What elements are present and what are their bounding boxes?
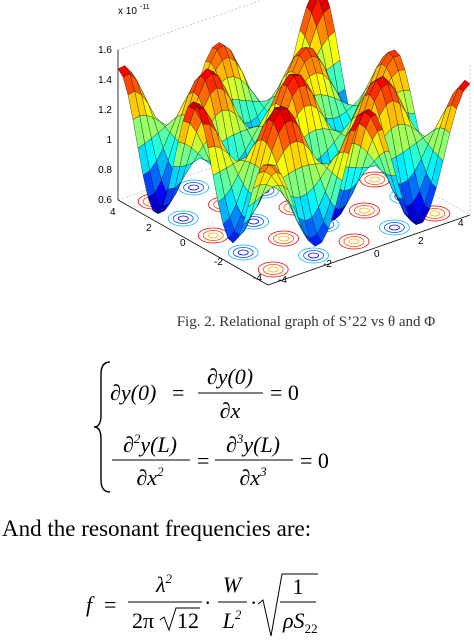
contour: [188, 184, 200, 191]
contour: [429, 210, 441, 217]
right-axis: [267, 214, 471, 286]
contour: [343, 236, 365, 247]
paragraph: And the resonant frequencies are:: [2, 516, 311, 541]
contour: [262, 264, 284, 275]
formula-term: 1: [293, 574, 304, 599]
z-tick-label: 1.2: [98, 105, 112, 116]
left-axis: [117, 199, 269, 286]
right-tick-label: -2: [323, 259, 332, 270]
contour: [232, 247, 254, 258]
z-tick-label: 1: [106, 135, 112, 146]
z-exponent: -11: [140, 4, 150, 11]
contour: [348, 202, 380, 219]
contour: [248, 218, 260, 225]
eq-operator: =: [197, 448, 209, 473]
contour: [303, 250, 325, 261]
eq-term: ∂x2: [136, 464, 164, 490]
contour: [378, 219, 410, 236]
contour: [383, 222, 405, 233]
contour: [268, 230, 300, 247]
contour: [338, 233, 370, 250]
formula-term: ρS22: [282, 608, 318, 636]
contour: [177, 215, 189, 222]
formula-term: 2π: [132, 608, 154, 633]
formula-term: W: [223, 572, 243, 597]
z-tick-label: 0.6: [98, 195, 112, 206]
eq-term: ∂3y(L): [226, 431, 280, 457]
brace: [93, 361, 111, 493]
right-tick-label: 2: [418, 236, 424, 247]
eq-operator: = 0: [270, 380, 299, 405]
contour: [353, 205, 375, 216]
formula-term: L2: [222, 607, 242, 633]
left-tick-label: 0: [180, 238, 186, 249]
z-tick-label: 1.4: [98, 75, 112, 86]
contour: [388, 224, 400, 231]
contour: [273, 233, 295, 244]
contour: [278, 235, 290, 242]
contour: [207, 232, 219, 239]
surface-plot: [117, 0, 471, 286]
eq-operator: =: [172, 380, 184, 405]
contour: [167, 210, 199, 227]
contour: [348, 238, 360, 245]
contour: [298, 247, 330, 264]
sqrt-sign: [257, 573, 318, 637]
left-tick-label: 2: [146, 223, 152, 234]
contour: [364, 174, 386, 185]
contour: [183, 182, 205, 193]
right-tick-label: -4: [278, 275, 287, 286]
left-tick-label: 4: [110, 207, 116, 218]
contour: [237, 249, 249, 256]
left-tick-label: -2: [214, 257, 223, 268]
right-tick-label: 0: [374, 249, 380, 260]
formula-operator: ·: [204, 590, 211, 615]
z-tick-label: 0.8: [98, 165, 112, 176]
z-tick-label: 1.6: [98, 45, 112, 56]
surface-mesh: [117, 0, 471, 247]
contour: [308, 252, 320, 259]
figure-caption: Fig. 2. Relational graph of S’22 vs θ an…: [177, 314, 436, 330]
formula-operator: =: [104, 592, 116, 617]
eq-term: ∂x: [220, 398, 241, 423]
formula-operator: ·: [250, 590, 257, 615]
surface-cell: [262, 164, 275, 166]
eq-term: ∂x3: [239, 464, 267, 490]
contour: [202, 230, 224, 241]
sqrt-sign: [159, 607, 200, 632]
eq-operator: = 0: [300, 448, 329, 473]
eq-term: ∂y(0): [110, 380, 156, 405]
eq-term: ∂2y(L): [123, 431, 177, 457]
z-multiplier: x 10: [118, 6, 137, 17]
contour: [172, 213, 194, 224]
contour: [257, 261, 289, 278]
right-tick-label: 4: [458, 218, 464, 229]
eq-term: ∂y(0): [207, 364, 253, 389]
contour: [369, 176, 381, 183]
contour: [358, 207, 370, 214]
contour: [267, 266, 279, 273]
contour: [227, 244, 259, 261]
formula-term: λ2: [155, 571, 173, 597]
formula-term: 12: [177, 608, 199, 633]
formula-term: f: [86, 592, 95, 617]
left-tick-label: -4: [253, 273, 262, 284]
